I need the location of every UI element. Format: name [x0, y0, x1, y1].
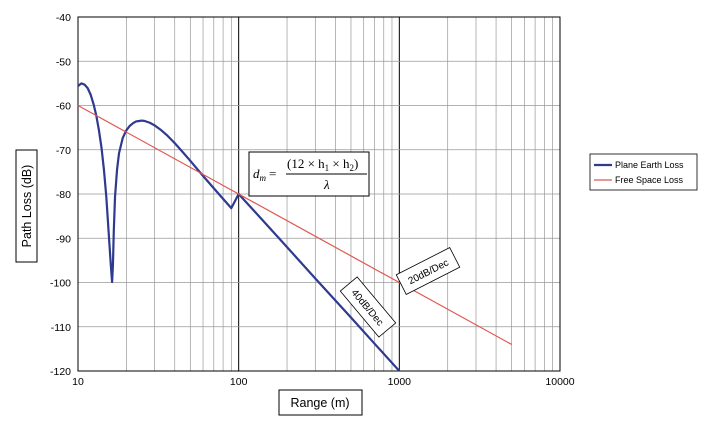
x-tick-label: 10: [72, 376, 84, 388]
series-layer: [77, 82, 512, 372]
x-axis-title-text: Range (m): [290, 396, 349, 410]
plot-frame: [77, 16, 561, 372]
formula-sub2: 2: [350, 163, 355, 173]
annotation-40db: 40dB/Dec: [339, 276, 397, 338]
y-tick-label: -80: [56, 189, 71, 201]
formula-lhs-sub: m: [260, 173, 267, 183]
formula-box: dm = (12 × h1 × h2) λ: [248, 151, 370, 197]
annotation-20db-frame: [395, 247, 461, 295]
y-tick-label: -90: [56, 233, 71, 245]
y-axis-title-text: Path Loss (dB): [20, 165, 34, 248]
formula-sub1: 1: [325, 163, 330, 173]
y-tick-label: -50: [56, 56, 71, 68]
legend: Plane Earth Loss Free Space Loss: [589, 153, 698, 191]
formula-num-a: (12 × h: [287, 156, 325, 171]
formula-numerator: (12 × h1 × h2): [287, 156, 358, 173]
legend-label-free-space: Free Space Loss: [615, 175, 684, 185]
legend-frame: [589, 153, 698, 191]
y-axis-title-frame: [15, 149, 38, 263]
free-space-loss-line: [77, 104, 512, 345]
y-tick-label: -100: [50, 278, 71, 290]
y-axis-title: Path Loss (dB): [15, 149, 38, 263]
annotation-40db-frame: [339, 276, 397, 338]
x-tick-label: 10000: [545, 376, 574, 388]
plane-earth-loss-line: [77, 82, 401, 372]
x-axis-title: Range (m): [278, 389, 363, 416]
x-tick-label: 100: [230, 376, 248, 388]
y-tick-label: -60: [56, 101, 71, 113]
y-tick-label: -40: [56, 12, 71, 24]
legend-label-plane-earth: Plane Earth Loss: [615, 160, 684, 170]
formula-denominator: λ: [323, 177, 330, 192]
annotation-20db: 20dB/Dec: [395, 247, 461, 295]
y-tick-label: -70: [56, 145, 71, 157]
x-axis-title-frame: [278, 389, 363, 416]
formula-num-close: ): [354, 156, 358, 171]
formula-lhs-var: d: [253, 166, 260, 181]
y-tick-label: -120: [50, 366, 71, 378]
formula-eq: =: [269, 166, 276, 181]
formula-num-b: × h: [329, 156, 350, 171]
y-tick-label: -110: [51, 322, 71, 334]
formula-lhs: dm =: [253, 166, 276, 183]
x-tick-label: 1000: [388, 376, 412, 388]
